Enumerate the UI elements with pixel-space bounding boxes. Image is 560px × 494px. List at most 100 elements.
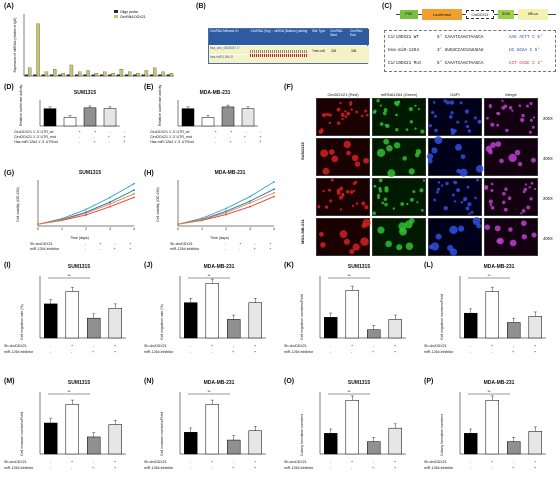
data-point (249, 200, 251, 203)
cell-nucleus (521, 113, 525, 118)
cell-nucleus (443, 206, 448, 211)
cell-nucleus (490, 189, 494, 193)
cell-nucleus (383, 138, 390, 145)
cell-nucleus (430, 242, 440, 251)
signs-mut: - - + + (214, 135, 262, 139)
x-tick-label: 3 (109, 227, 111, 231)
bar (65, 404, 79, 455)
series-line (177, 188, 275, 225)
table-header-start: CircRNA Start (329, 29, 349, 45)
cell-nucleus (328, 113, 332, 117)
data-point (109, 203, 111, 205)
cell-nucleus (361, 223, 367, 229)
condition-label: Sh-circDDX21 (284, 344, 307, 348)
bar (201, 117, 215, 127)
panel-l: (L) MDA-MB-231 Cell migration numbers/Fiel… (424, 262, 558, 374)
cell-nucleus (463, 199, 466, 202)
cell-nucleus (449, 100, 455, 105)
bar (83, 74, 87, 77)
data-point (37, 223, 39, 226)
bar (507, 322, 521, 339)
cell-nucleus (317, 205, 321, 209)
cell-nucleus (381, 201, 385, 205)
cell-nucleus (475, 165, 484, 173)
cell-nucleus (339, 186, 344, 191)
construct-sv40: SV40 (498, 10, 514, 19)
cell-nucleus (476, 178, 479, 182)
bar (184, 432, 198, 455)
cell-nucleus (328, 121, 332, 125)
seq-mut-tail: CCT CAGC C 3' (509, 61, 543, 66)
bar (161, 71, 165, 77)
cell-nucleus (473, 116, 477, 120)
y-axis-label: Expression of miRNAs (relative to IgG) (13, 18, 17, 73)
bar-chart: ** (319, 389, 406, 455)
bar (66, 74, 70, 77)
cell-nucleus (372, 211, 376, 216)
bar (221, 106, 235, 127)
microscopy-image (372, 138, 426, 178)
bar (87, 436, 101, 455)
bar (86, 70, 90, 77)
bar (227, 439, 241, 455)
cell-nucleus (520, 117, 525, 123)
panel-d-title: SUM1315 (73, 90, 97, 96)
cell-nucleus (327, 188, 331, 192)
y-axis-label: Cell invasion numbers/Field (20, 411, 24, 456)
seq-wt-name: CircDDX21 WT (388, 35, 419, 40)
bar (205, 283, 219, 339)
cell-nucleus (464, 120, 468, 124)
panel-h-conditions: Sh-circDDX21 miR-1264 inhibitor - + - + - - +… (170, 242, 290, 254)
y-axis-label: Cell migration numbers/Field (300, 294, 304, 340)
cell-nucleus (320, 149, 329, 158)
cell-nucleus (360, 237, 369, 246)
cell-nucleus (402, 156, 407, 161)
cell-nucleus (344, 109, 347, 113)
panel-label: (L) (424, 262, 433, 269)
x-tick-label: 1 (201, 227, 203, 231)
cell-nucleus (365, 113, 369, 117)
cell-nucleus (320, 130, 324, 133)
bar (108, 307, 122, 339)
cell-nucleus (364, 109, 368, 113)
condition-label: Sh-circDDX21 (4, 344, 27, 348)
cell-nucleus (322, 167, 330, 175)
cell-nucleus (437, 181, 441, 184)
data-point (225, 207, 227, 210)
data-point (109, 196, 111, 199)
microscopy-grid (316, 98, 540, 258)
cell-nucleus (384, 202, 388, 207)
data-point (177, 223, 179, 226)
cell-nucleus (449, 225, 458, 235)
cell-nucleus (496, 123, 500, 127)
table-cell-start: 326 (329, 46, 349, 63)
cell-nucleus (393, 142, 401, 149)
bar (108, 74, 112, 77)
cell-nucleus (534, 187, 537, 191)
bar (74, 74, 79, 77)
condition-signs: - - + + (329, 350, 397, 354)
microscopy-image (372, 178, 426, 216)
table-cell-end: 338 (349, 46, 369, 63)
data-point (85, 208, 87, 211)
data-point (109, 201, 111, 203)
table-cell-pairing (247, 46, 311, 63)
condition-signs: - + - + (469, 460, 537, 464)
cell-nucleus (338, 195, 344, 200)
cell-nucleus (522, 190, 526, 194)
cell-nucleus (459, 168, 468, 177)
data-point (273, 191, 275, 194)
panel-title: MDA-MB-231 (203, 264, 235, 270)
bar (87, 317, 101, 339)
cell-nucleus (349, 249, 355, 255)
microscopy-image (316, 178, 370, 216)
seq-mut-name: CircDDX21 Mut (388, 61, 422, 66)
cell-nucleus (328, 149, 335, 155)
significance-stars: ** (207, 273, 211, 278)
cell-nucleus (339, 230, 348, 238)
cell-nucleus (405, 128, 409, 131)
cell-nucleus (319, 231, 324, 237)
table-cell-id1: hsa_circ_0006037 3' (209, 46, 247, 54)
bar (49, 74, 54, 77)
